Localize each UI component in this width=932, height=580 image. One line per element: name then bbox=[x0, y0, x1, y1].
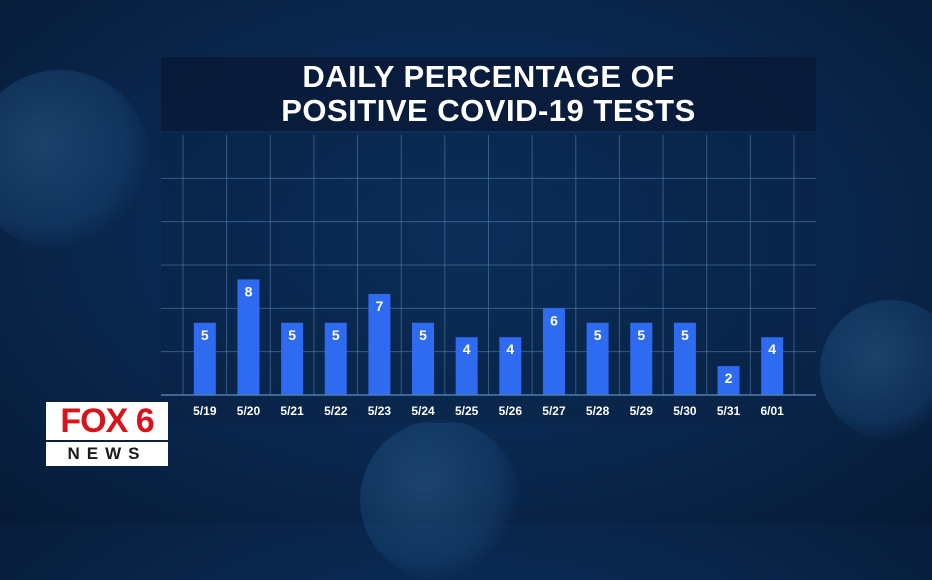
x-tick-label: 6/01 bbox=[760, 404, 784, 418]
bar bbox=[499, 337, 522, 395]
bar-value-label: 5 bbox=[594, 327, 602, 343]
bar bbox=[193, 322, 216, 395]
fox6-news-logo: FOX 6 NEWS bbox=[46, 402, 168, 466]
x-tick-label: 5/29 bbox=[630, 404, 654, 418]
logo-wordmark: FOX 6 bbox=[46, 402, 168, 440]
virus-decoration-left bbox=[0, 70, 150, 250]
bar-value-label: 7 bbox=[375, 298, 383, 314]
bar bbox=[324, 322, 347, 395]
x-tick-label: 5/20 bbox=[237, 404, 261, 418]
bar bbox=[412, 322, 435, 395]
chart-panel: 3%6%9%12%15%55/1985/2055/2155/2275/2355/… bbox=[131, 133, 816, 423]
virus-decoration-bottom bbox=[360, 420, 520, 580]
bar bbox=[455, 337, 478, 395]
logo-news-label: NEWS bbox=[46, 442, 168, 466]
bar-value-label: 2 bbox=[725, 370, 733, 386]
bar-value-label: 5 bbox=[288, 327, 296, 343]
x-tick-label: 5/22 bbox=[324, 404, 348, 418]
bar-value-label: 4 bbox=[463, 341, 471, 357]
bar bbox=[368, 293, 391, 395]
bar-value-label: 5 bbox=[201, 327, 209, 343]
x-tick-label: 5/30 bbox=[673, 404, 697, 418]
chart-title-line-2: POSITIVE COVID-19 TESTS bbox=[281, 93, 696, 128]
x-tick-label: 5/26 bbox=[499, 404, 523, 418]
bar-chart: 3%6%9%12%15%55/1985/2055/2155/2275/2355/… bbox=[131, 135, 816, 418]
bar bbox=[630, 322, 653, 395]
chart-title-line-1: DAILY PERCENTAGE OF bbox=[302, 59, 675, 94]
bar bbox=[237, 279, 260, 395]
bar bbox=[586, 322, 609, 395]
x-tick-label: 5/28 bbox=[586, 404, 610, 418]
x-tick-label: 5/27 bbox=[542, 404, 566, 418]
x-tick-label: 5/25 bbox=[455, 404, 479, 418]
x-tick-label: 5/24 bbox=[411, 404, 435, 418]
bar bbox=[542, 308, 565, 395]
bar bbox=[717, 366, 740, 395]
virus-decoration-right bbox=[820, 300, 932, 440]
bar-value-label: 8 bbox=[245, 283, 253, 299]
bar bbox=[281, 322, 304, 395]
x-tick-label: 5/31 bbox=[717, 404, 741, 418]
chart-title-panel: DAILY PERCENTAGE OF POSITIVE COVID-19 TE… bbox=[161, 57, 816, 131]
bar bbox=[761, 337, 784, 395]
bar bbox=[673, 322, 696, 395]
bar-value-label: 5 bbox=[637, 327, 645, 343]
bar-value-label: 6 bbox=[550, 312, 558, 328]
bar-value-label: 5 bbox=[681, 327, 689, 343]
bar-value-label: 5 bbox=[419, 327, 427, 343]
x-tick-label: 5/21 bbox=[280, 404, 304, 418]
bar-value-label: 4 bbox=[506, 341, 514, 357]
bar-value-label: 5 bbox=[332, 327, 340, 343]
bar-value-label: 4 bbox=[768, 341, 776, 357]
x-tick-label: 5/23 bbox=[368, 404, 392, 418]
x-tick-label: 5/19 bbox=[193, 404, 217, 418]
